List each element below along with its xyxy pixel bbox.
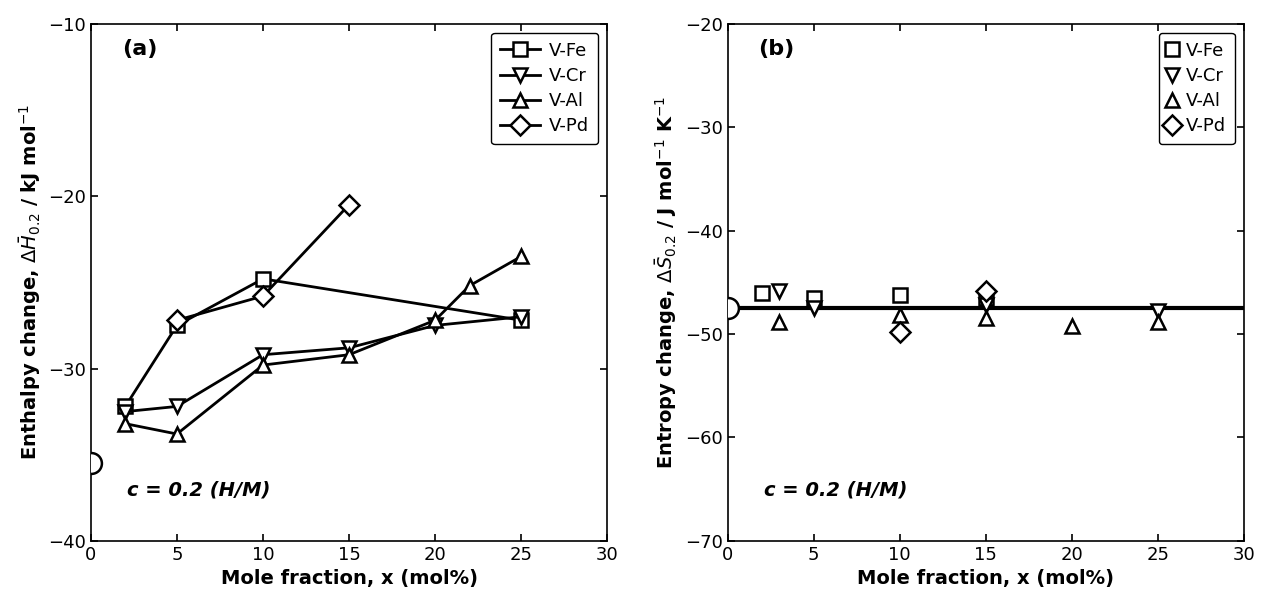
- V-Fe: [118, 403, 134, 410]
- Legend: V-Fe, V-Cr, V-Al, V-Pd: V-Fe, V-Cr, V-Al, V-Pd: [491, 33, 598, 145]
- V-Al: [341, 351, 356, 358]
- Line: V-Cr: V-Cr: [772, 284, 1165, 318]
- V-Cr: [256, 351, 271, 358]
- V-Pd: [341, 201, 356, 208]
- V-Al: [169, 430, 184, 437]
- Line: V-Al: V-Al: [772, 309, 1165, 333]
- Text: c = 0.2 (H/M): c = 0.2 (H/M): [127, 480, 271, 500]
- Y-axis label: Enthalpy change, $\Delta\bar{H}_{0.2}$ / kJ mol$^{-1}$: Enthalpy change, $\Delta\bar{H}_{0.2}$ /…: [17, 104, 42, 460]
- Legend: V-Fe, V-Cr, V-Al, V-Pd: V-Fe, V-Cr, V-Al, V-Pd: [1159, 33, 1235, 145]
- V-Cr: [514, 313, 529, 321]
- V-Fe: [978, 294, 993, 301]
- Text: (b): (b): [758, 39, 795, 59]
- V-Pd: [892, 329, 907, 336]
- Line: V-Fe: V-Fe: [756, 286, 992, 305]
- V-Fe: [514, 316, 529, 324]
- V-Cr: [118, 408, 134, 415]
- V-Al: [427, 316, 443, 324]
- V-Fe: [806, 294, 822, 301]
- V-Fe: [754, 289, 770, 296]
- V-Pd: [169, 316, 184, 324]
- Line: V-Al: V-Al: [118, 249, 528, 441]
- V-Pd: [256, 292, 271, 299]
- V-Al: [514, 253, 529, 260]
- Line: V-Pd: V-Pd: [893, 284, 992, 339]
- V-Cr: [806, 304, 822, 312]
- V-Al: [1150, 318, 1165, 325]
- V-Fe: [169, 322, 184, 329]
- V-Fe: [256, 275, 271, 283]
- V-Al: [1065, 322, 1080, 329]
- V-Cr: [1150, 307, 1165, 315]
- V-Al: [978, 315, 993, 322]
- V-Fe: [892, 291, 907, 298]
- Text: (a): (a): [122, 39, 158, 59]
- Line: V-Cr: V-Cr: [118, 310, 528, 419]
- V-Al: [892, 312, 907, 319]
- X-axis label: Mole fraction, x (mol%): Mole fraction, x (mol%): [857, 569, 1114, 588]
- V-Al: [256, 361, 271, 368]
- V-Al: [118, 420, 134, 427]
- X-axis label: Mole fraction, x (mol%): Mole fraction, x (mol%): [220, 569, 477, 588]
- V-Al: [462, 282, 477, 289]
- V-Cr: [427, 322, 443, 329]
- V-Al: [772, 318, 787, 325]
- Line: V-Fe: V-Fe: [118, 272, 528, 413]
- V-Cr: [169, 403, 184, 410]
- V-Cr: [978, 301, 993, 309]
- V-Pd: [978, 287, 993, 294]
- V-Cr: [341, 344, 356, 352]
- Y-axis label: Entropy change, $\Delta\bar{S}_{0.2}$ / J mol$^{-1}$ K$^{-1}$: Entropy change, $\Delta\bar{S}_{0.2}$ / …: [654, 96, 679, 469]
- Text: c = 0.2 (H/M): c = 0.2 (H/M): [763, 480, 907, 500]
- V-Cr: [772, 287, 787, 294]
- Line: V-Pd: V-Pd: [170, 198, 356, 327]
